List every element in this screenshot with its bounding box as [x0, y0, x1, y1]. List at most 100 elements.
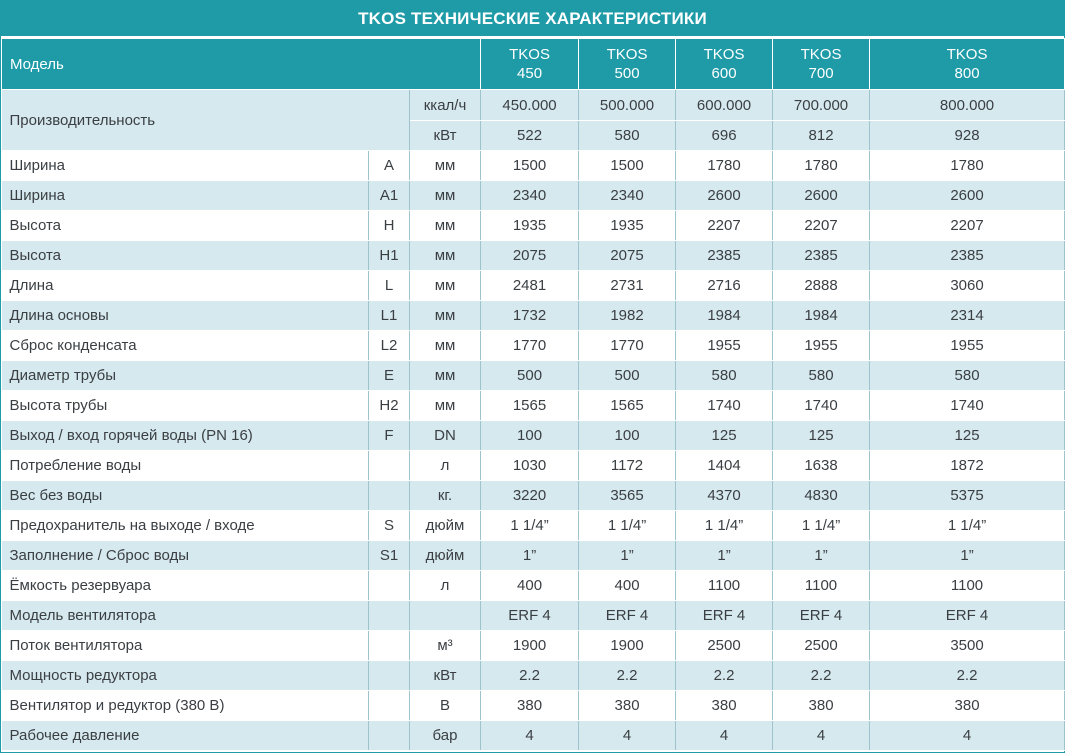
row-unit: мм: [408, 180, 482, 211]
row-code: [368, 630, 410, 661]
row-value: 1100: [772, 570, 871, 601]
row-value: 2.2: [480, 660, 580, 691]
row-value: 1”: [675, 540, 774, 571]
row-value: 2.2: [578, 660, 677, 691]
row-value: 3220: [480, 480, 580, 511]
row-value: 500: [480, 360, 580, 391]
row-value: 100: [480, 420, 580, 451]
table-row: Вес без воды кг. 3220 3565 4370 4830 5375: [1, 480, 1065, 511]
header-model-700: TKOS 700: [772, 38, 871, 90]
row-value: 1638: [772, 450, 871, 481]
row-value: 3500: [869, 630, 1065, 661]
row-value: 1984: [675, 300, 774, 331]
row-value: 1900: [480, 630, 580, 661]
row-value: 580: [675, 360, 774, 391]
row-label: Высота: [1, 240, 369, 271]
row-value: ERF 4: [578, 600, 677, 631]
header-model-label: Модель: [0, 38, 482, 90]
row-value: 1”: [772, 540, 871, 571]
row-value: 4: [772, 720, 871, 751]
table-row: Ширина A1 мм 2340 2340 2600 2600 2600: [1, 180, 1065, 211]
row-unit: кВт: [408, 660, 482, 691]
row-value: ERF 4: [480, 600, 580, 631]
row-label: Ширина: [1, 150, 369, 181]
table-row-performance-kcal: Производительность ккал/ч 450.000 500.00…: [1, 89, 1065, 151]
row-value: 1872: [869, 450, 1065, 481]
table-row: Модель вентилятора ERF 4 ERF 4 ERF 4 ERF 4 ER…: [1, 600, 1065, 631]
row-label: Ширина: [1, 180, 369, 211]
row-label: Предохранитель на выходе / входе: [1, 510, 369, 541]
row-value: 1 1/4”: [578, 510, 677, 541]
row-label: Длина: [1, 270, 369, 301]
row-value: 5375: [869, 480, 1065, 511]
row-value: 696: [675, 120, 774, 151]
row-value: 1984: [772, 300, 871, 331]
row-code: L1: [368, 300, 410, 331]
row-label: Высота: [1, 210, 369, 241]
row-value: 1500: [480, 150, 580, 181]
spec-table: Модель TKOS 450 TKOS 500 TKOS 600 TKOS 700 T…: [0, 38, 1065, 751]
row-value: 1500: [578, 150, 677, 181]
row-unit: дюйм: [408, 510, 482, 541]
row-unit: В: [408, 690, 482, 721]
row-unit: ккал/ч: [408, 89, 482, 121]
row-label: Длина основы: [1, 300, 369, 331]
row-value: ERF 4: [772, 600, 871, 631]
row-label: Мощность редуктора: [1, 660, 369, 691]
row-value: 1780: [869, 150, 1065, 181]
row-code: [368, 480, 410, 511]
row-value: 1770: [480, 330, 580, 361]
row-value: 4830: [772, 480, 871, 511]
row-value: 1”: [869, 540, 1065, 571]
row-value: 1”: [578, 540, 677, 571]
row-value: 2385: [675, 240, 774, 271]
row-value: 4: [675, 720, 774, 751]
row-value: 2481: [480, 270, 580, 301]
row-unit: м³: [408, 630, 482, 661]
model-name: TKOS: [606, 46, 648, 63]
table-row: Поток вентилятора м³ 1900 1900 2500 2500 3500: [1, 630, 1065, 661]
row-value: 3565: [578, 480, 677, 511]
row-label: Выход / вход горячей воды (PN 16): [1, 420, 369, 451]
row-value: 2385: [772, 240, 871, 271]
row-label: Потребление воды: [1, 450, 369, 481]
row-label: Высота трубы: [1, 390, 369, 421]
row-value: 4370: [675, 480, 774, 511]
row-value: 1955: [772, 330, 871, 361]
header-row: Модель TKOS 450 TKOS 500 TKOS 600 TKOS 700 T…: [0, 38, 1065, 90]
row-code: S: [368, 510, 410, 541]
row-value: 2600: [869, 180, 1065, 211]
row-value: 1 1/4”: [869, 510, 1065, 541]
row-value: 380: [772, 690, 871, 721]
row-value: 1780: [772, 150, 871, 181]
row-value: 2600: [675, 180, 774, 211]
row-value: 700.000: [772, 89, 871, 121]
row-value: 522: [480, 120, 580, 151]
row-value: 380: [869, 690, 1065, 721]
row-label: Сброс конденсата: [1, 330, 369, 361]
row-value: 2207: [869, 210, 1065, 241]
row-value: 380: [480, 690, 580, 721]
row-value: 1”: [480, 540, 580, 571]
row-value: 1100: [869, 570, 1065, 601]
table-row: Высота H1 мм 2075 2075 2385 2385 2385: [1, 240, 1065, 271]
model-number: 700: [808, 65, 834, 82]
row-label: Производительность: [1, 89, 410, 151]
row-value: 2314: [869, 300, 1065, 331]
row-value: 2075: [578, 240, 677, 271]
row-code: H2: [368, 390, 410, 421]
row-value: 1982: [578, 300, 677, 331]
row-value: 1030: [480, 450, 580, 481]
row-value: 1404: [675, 450, 774, 481]
row-value: 1740: [869, 390, 1065, 421]
row-code: H: [368, 210, 410, 241]
row-value: 380: [578, 690, 677, 721]
model-name: TKOS: [509, 46, 550, 63]
row-code: L: [368, 270, 410, 301]
row-unit: мм: [408, 240, 482, 271]
row-value: 1955: [869, 330, 1065, 361]
row-label: Модель вентилятора: [1, 600, 369, 631]
row-code: [368, 450, 410, 481]
